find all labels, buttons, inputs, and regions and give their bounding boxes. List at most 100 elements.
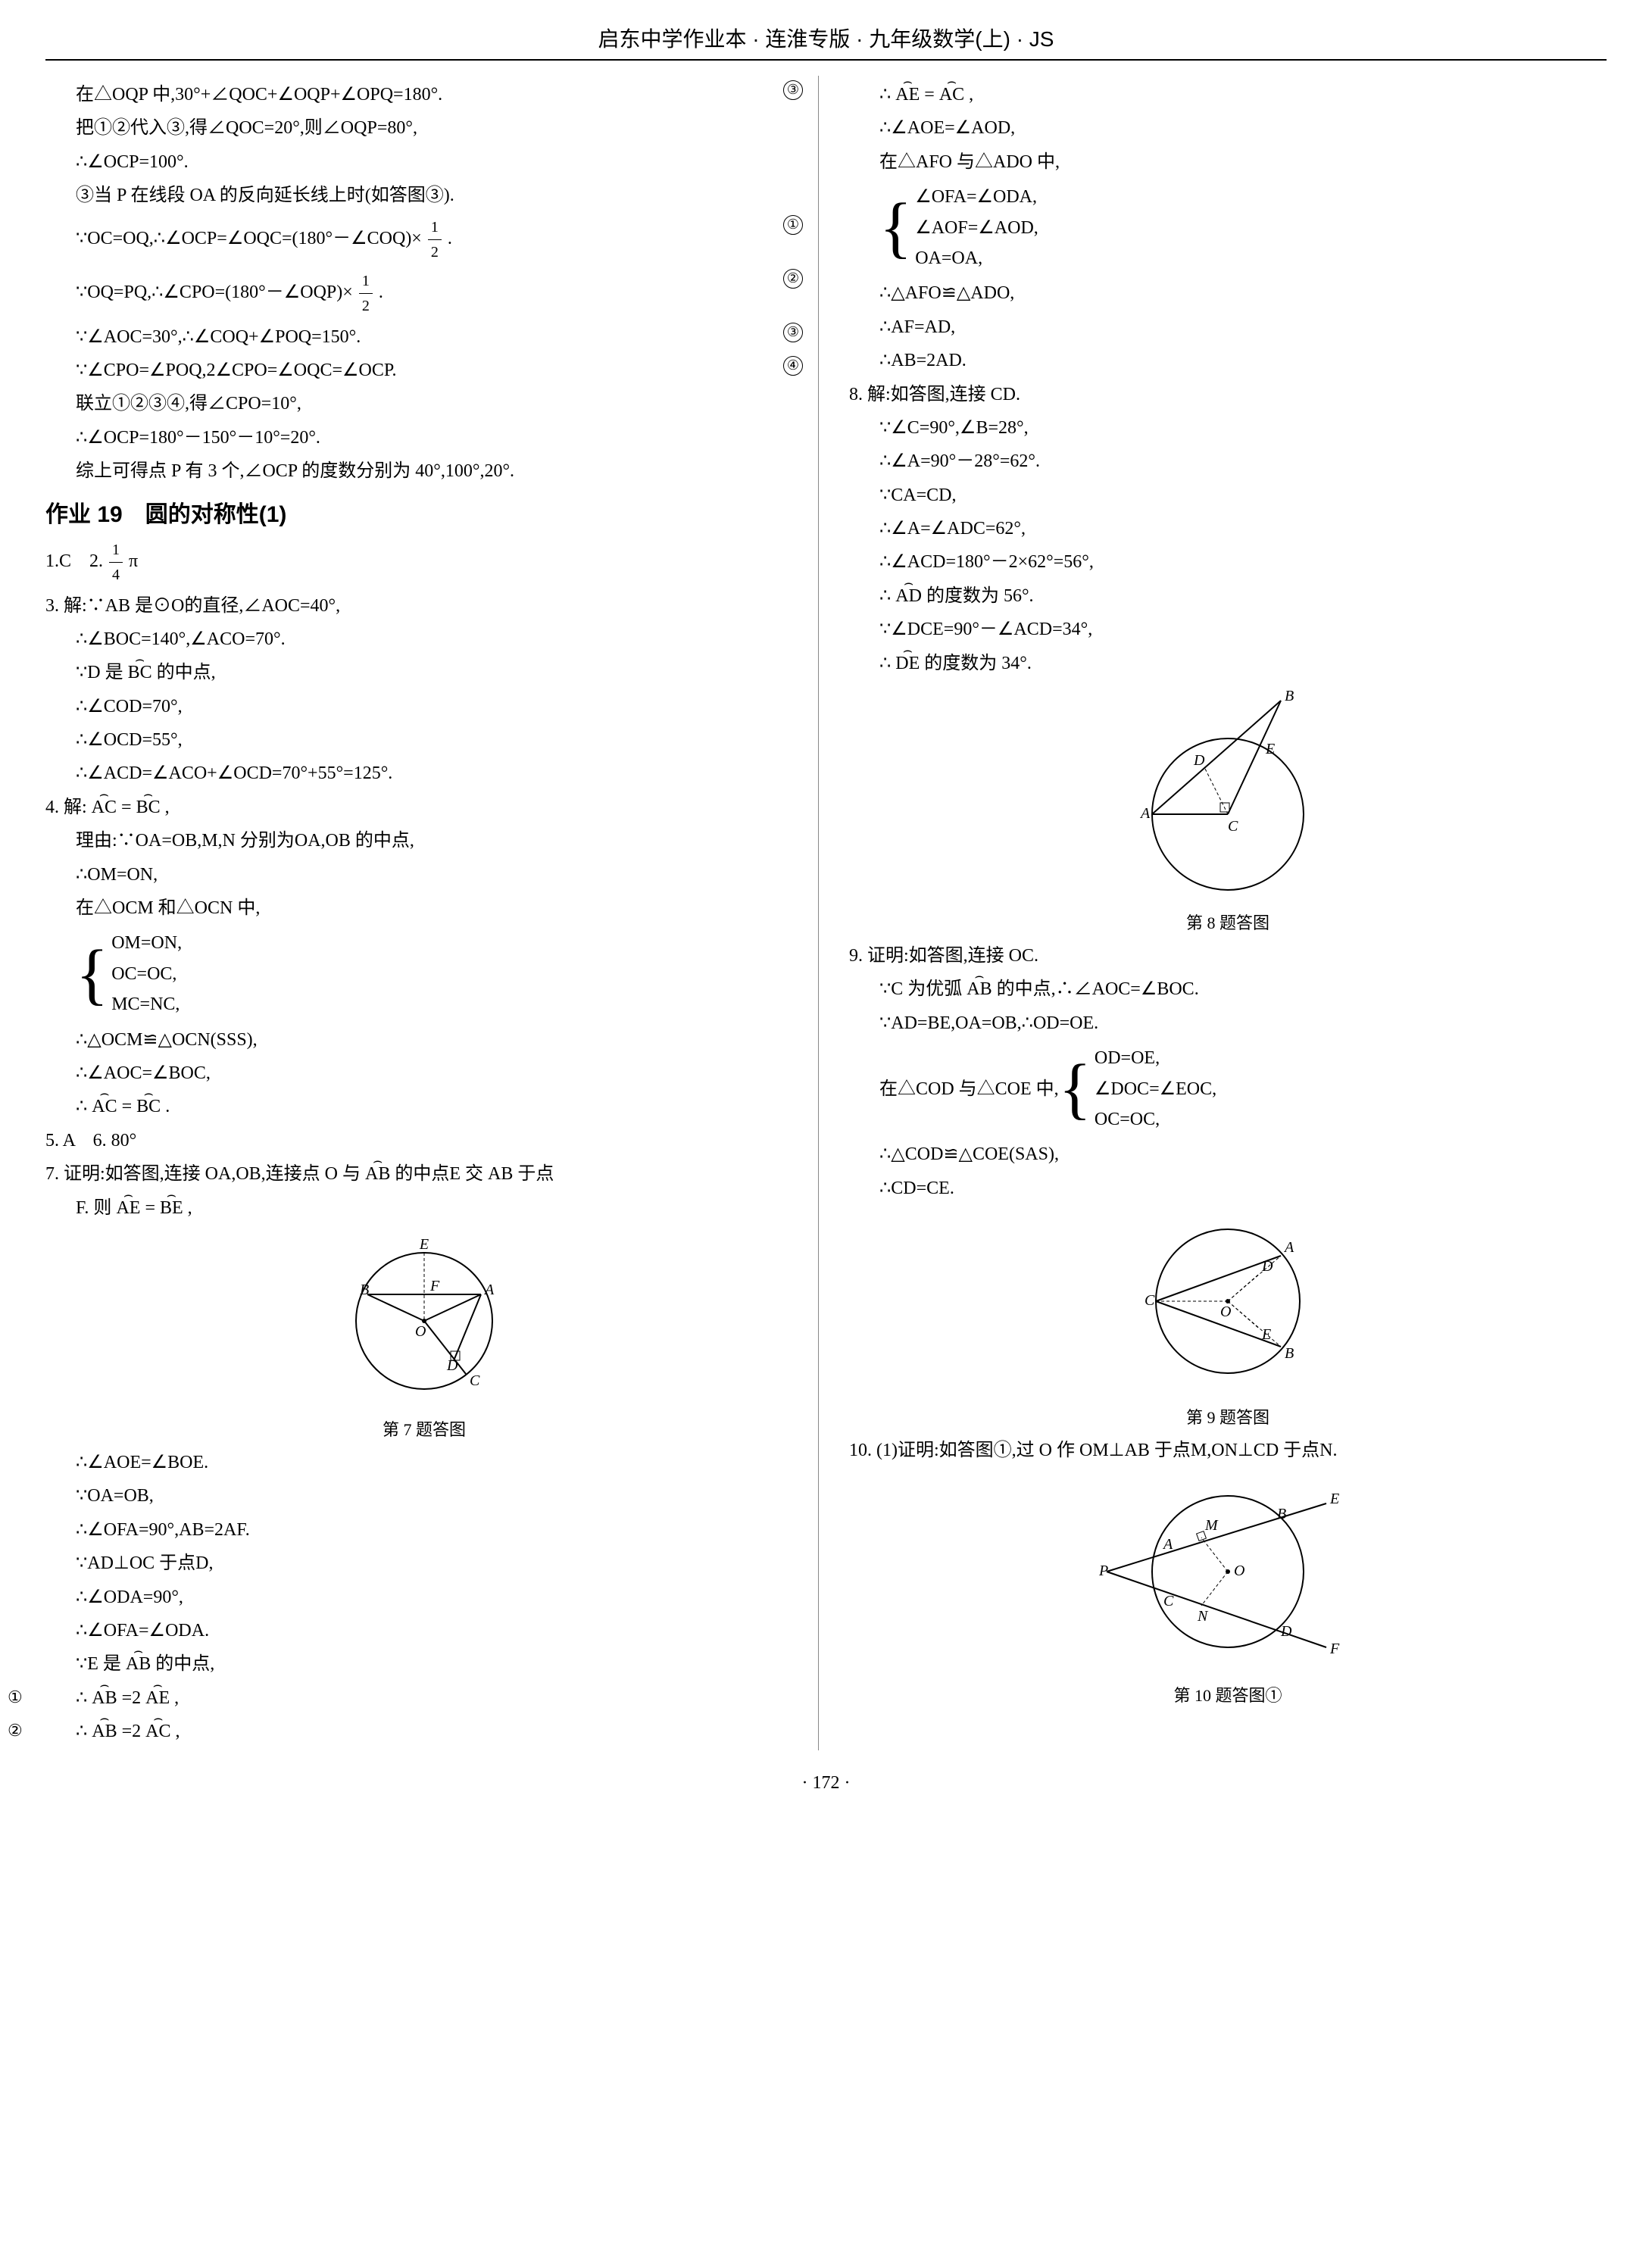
text-line: ∵OA=OB, bbox=[45, 1481, 803, 1510]
text-line: OD=OE, bbox=[1095, 1044, 1216, 1072]
brace-group: { ∠OFA=∠ODA, ∠AOF=∠AOD, OA=OA, bbox=[879, 181, 1607, 274]
text-line: ∴∠OCP=180°－150°－10°=20°. bbox=[45, 423, 803, 452]
text: 的中点,∴∠AOC=∠BOC. bbox=[997, 979, 1199, 999]
text-line: 1.C 2. 14 π bbox=[45, 538, 803, 587]
text: = bbox=[145, 1198, 155, 1218]
figure-9: A D C O E B 第 9 题答图 bbox=[849, 1210, 1607, 1428]
arc-ac: AC bbox=[92, 1092, 117, 1121]
side-note-1: ① bbox=[8, 1684, 23, 1710]
arc-bc: BC bbox=[136, 1092, 161, 1121]
svg-text:E: E bbox=[1261, 1326, 1271, 1343]
text: =2 bbox=[122, 1722, 142, 1741]
text: 7. 证明:如答图,连接 OA,OB,连接点 O 与 bbox=[45, 1164, 361, 1184]
text-line: ∴ AC = BC . bbox=[45, 1092, 803, 1121]
svg-text:E: E bbox=[1265, 741, 1275, 757]
arc-ac: AC bbox=[939, 80, 964, 109]
svg-text:B: B bbox=[1285, 688, 1294, 704]
text: 1.C 2. bbox=[45, 551, 103, 571]
circle-num: ③ bbox=[783, 80, 803, 100]
fig8-svg: B E D A C bbox=[1114, 685, 1341, 905]
text: ∵OC=OQ,∴∠OCP=∠OQC=(180°－∠COQ)× bbox=[76, 229, 422, 248]
fraction-quarter: 14 bbox=[109, 538, 123, 587]
text-line: ∵OQ=PQ,∴∠CPO=(180°－∠OQP)× 12 . ② bbox=[45, 269, 803, 318]
text: F. 则 bbox=[76, 1198, 111, 1218]
svg-text:E: E bbox=[1329, 1491, 1339, 1507]
text: = bbox=[122, 1097, 133, 1116]
svg-text:O: O bbox=[415, 1323, 426, 1340]
svg-text:O: O bbox=[1220, 1303, 1231, 1320]
svg-text:E: E bbox=[419, 1236, 429, 1253]
arc-ab: AB bbox=[967, 975, 992, 1004]
text-line: 在△OQP 中,30°+∠QOC+∠OQP+∠OPQ=180°. ③ bbox=[45, 80, 803, 109]
text: =2 bbox=[122, 1688, 142, 1708]
page-header: 启东中学作业本 · 连淮专版 · 九年级数学(上) · JS bbox=[45, 23, 1607, 61]
text-line: ∴∠BOC=140°,∠ACO=70°. bbox=[45, 625, 803, 654]
svg-text:A: A bbox=[1139, 805, 1151, 822]
text-line: OA=OA, bbox=[915, 244, 1038, 273]
text-line: ∴∠OFA=90°,AB=2AF. bbox=[45, 1516, 803, 1544]
arc-ae: AE bbox=[895, 80, 920, 109]
text-line: ∴AF=AD, bbox=[849, 313, 1607, 342]
numerator: 1 bbox=[428, 215, 442, 240]
text-line: ∵D 是 BC 的中点, bbox=[45, 658, 803, 687]
text-line: 联立①②③④,得∠CPO=10°, bbox=[45, 389, 803, 418]
fig9-svg: A D C O E B bbox=[1129, 1210, 1326, 1400]
text-line: ∴CD=CE. bbox=[849, 1174, 1607, 1203]
text: . bbox=[379, 283, 383, 302]
svg-text:F: F bbox=[429, 1278, 440, 1294]
text-line: ∴∠COD=70°, bbox=[45, 692, 803, 721]
svg-text:C: C bbox=[1163, 1593, 1174, 1609]
arc-be: BE bbox=[160, 1194, 183, 1222]
text-line: ∴∠OCD=55°, bbox=[45, 726, 803, 754]
circle-num: ③ bbox=[783, 323, 803, 342]
text: = bbox=[121, 798, 132, 817]
side-note-2: ② bbox=[8, 1717, 23, 1744]
brace-icon: { bbox=[1059, 1079, 1091, 1099]
numerator: 1 bbox=[109, 538, 123, 563]
text: ∵E 是 bbox=[76, 1654, 121, 1674]
figure-7-caption: 第 7 题答图 bbox=[45, 1416, 803, 1441]
arc-bc: BC bbox=[128, 658, 152, 687]
figure-10: P A M B E O C N D F 第 10 题答图① bbox=[849, 1473, 1607, 1706]
text: , bbox=[165, 798, 170, 817]
arc-ad: AD bbox=[895, 582, 922, 610]
svg-text:N: N bbox=[1197, 1608, 1209, 1625]
page-footer: · 172 · bbox=[45, 1773, 1607, 1794]
left-column: 在△OQP 中,30°+∠QOC+∠OQP+∠OPQ=180°. ③ 把①②代入… bbox=[45, 76, 819, 1750]
svg-text:A: A bbox=[1283, 1239, 1294, 1256]
text: 的中点, bbox=[155, 1654, 214, 1674]
arc-ae: AE bbox=[116, 1194, 140, 1222]
text-line: 4. 解: AC = BC , bbox=[45, 793, 803, 822]
text-line: 8. 解:如答图,连接 CD. bbox=[849, 380, 1607, 409]
text: ∵OQ=PQ,∴∠CPO=(180°－∠OQP)× bbox=[76, 283, 353, 302]
text-line: OM=ON, bbox=[111, 929, 182, 957]
text-line: ∴∠ODA=90°, bbox=[45, 1583, 803, 1612]
text-line: ∠OFA=∠ODA, bbox=[915, 183, 1038, 211]
svg-text:D: D bbox=[1280, 1623, 1292, 1640]
text: = bbox=[924, 85, 935, 105]
text: 的度数为 56°. bbox=[926, 586, 1034, 606]
text: 在△OQP 中,30°+∠QOC+∠OQP+∠OPQ=180°. bbox=[76, 85, 442, 105]
text-line: ∵AD=BE,OA=OB,∴OD=OE. bbox=[849, 1009, 1607, 1038]
brace-icon: { bbox=[76, 964, 108, 985]
text: ∴ bbox=[76, 1688, 87, 1708]
text-line: ② ∴ AB =2 AC , bbox=[45, 1717, 803, 1746]
brace-icon: { bbox=[879, 217, 912, 238]
text: ∵∠AOC=30°,∴∠COQ+∠POQ=150°. bbox=[76, 327, 361, 347]
text: , bbox=[969, 85, 973, 105]
right-column: ∴ AE = AC , ∴∠AOE=∠AOD, 在△AFO 与△ADO 中, {… bbox=[849, 76, 1607, 1750]
figure-10-caption: 第 10 题答图① bbox=[849, 1682, 1607, 1706]
text-line: ∴∠A=∠ADC=62°, bbox=[849, 514, 1607, 543]
text: , bbox=[188, 1198, 192, 1218]
text-line: 理由:∵OA=OB,M,N 分别为OA,OB 的中点, bbox=[45, 826, 803, 855]
text: 在△COD 与△COE 中, bbox=[879, 1075, 1059, 1104]
svg-text:A: A bbox=[483, 1282, 495, 1298]
arc-ab: AB bbox=[92, 1717, 117, 1746]
text: ∴ bbox=[76, 1097, 87, 1116]
svg-text:F: F bbox=[1329, 1641, 1340, 1657]
denominator: 2 bbox=[359, 294, 373, 318]
text-line: 在△COD 与△COE 中, { OD=OE, ∠DOC=∠EOC, OC=OC… bbox=[849, 1042, 1607, 1135]
text-line: 综上可得点 P 有 3 个,∠OCP 的度数分别为 40°,100°,20°. bbox=[45, 457, 803, 485]
text: π bbox=[129, 551, 138, 571]
text-line: ∵C 为优弧 AB 的中点,∴∠AOC=∠BOC. bbox=[849, 975, 1607, 1004]
